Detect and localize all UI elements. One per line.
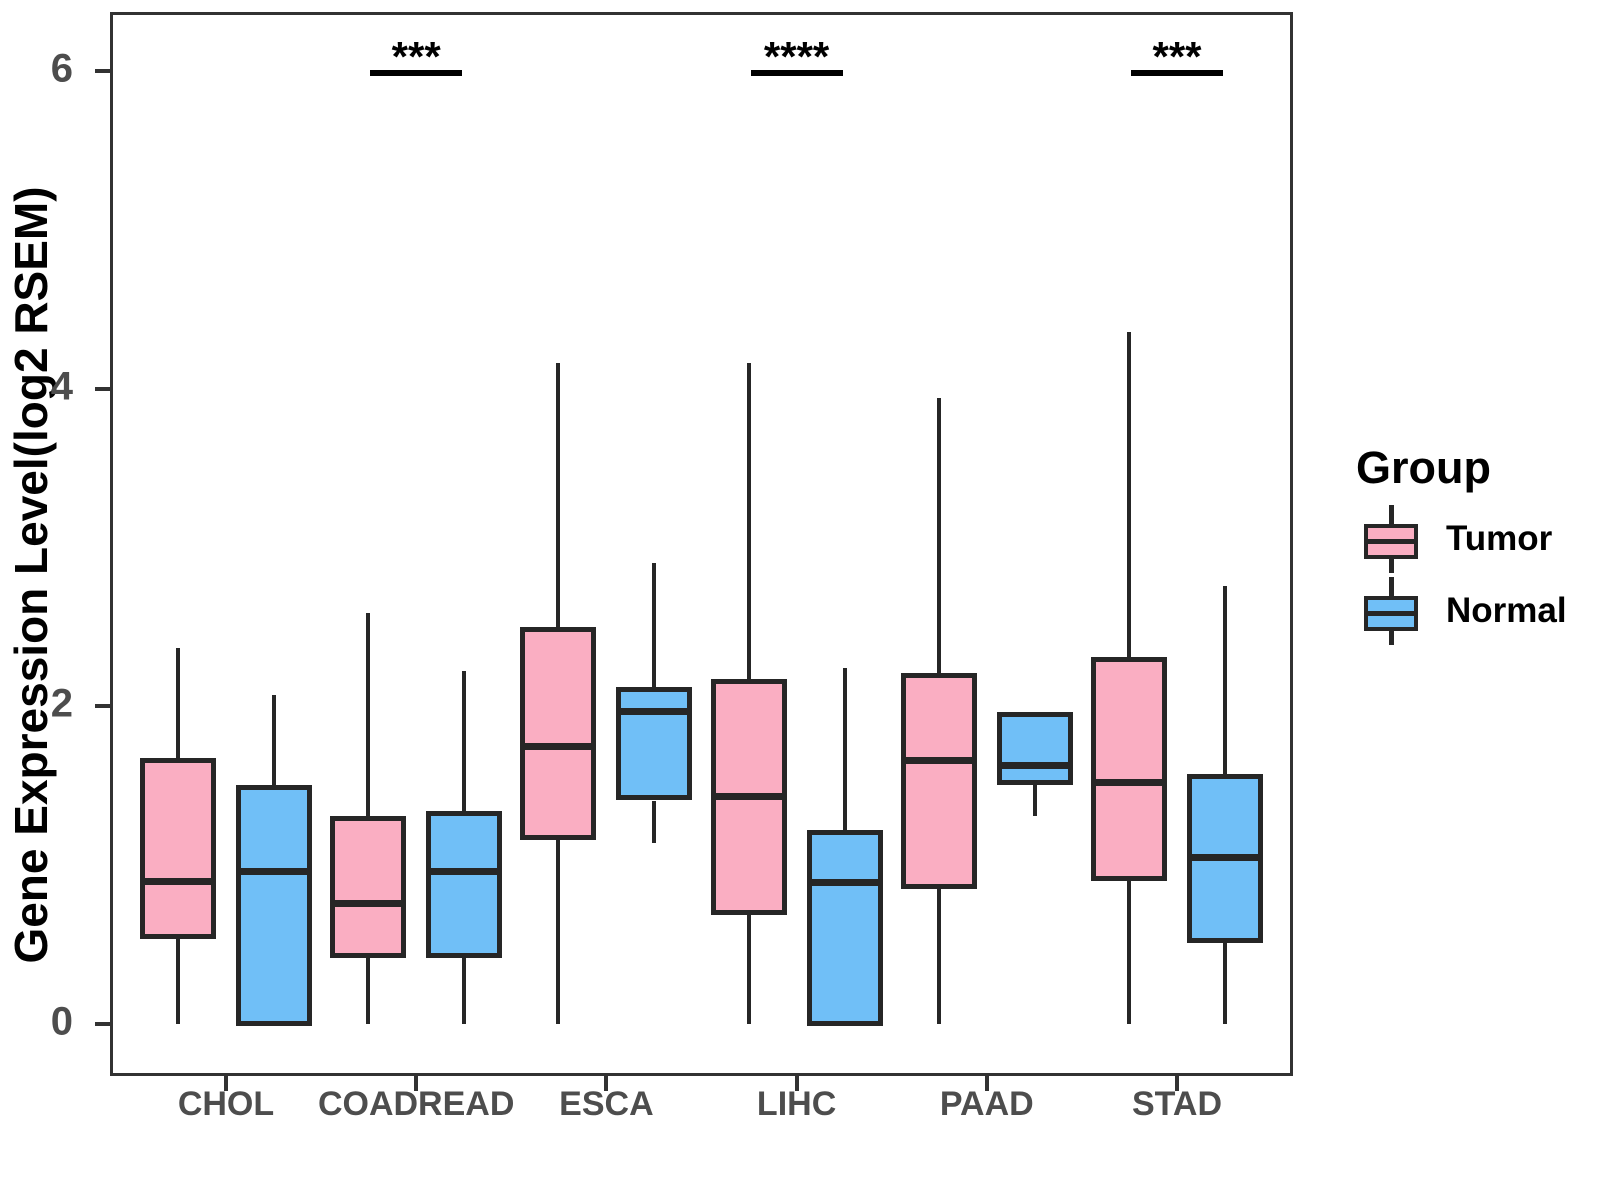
box-Tumor-CHOL: [140, 758, 216, 939]
x-axis-tick-STAD: [1175, 1076, 1179, 1091]
box-Normal-PAAD: [996, 712, 1073, 785]
whisker-lower-Tumor-CHOL: [176, 938, 180, 1024]
whisker-upper-Normal-STAD: [1223, 585, 1227, 775]
median-Tumor-STAD: [1091, 779, 1167, 787]
x-axis-label-ESCA: ESCA: [559, 1085, 654, 1123]
median-Tumor-COADREAD: [330, 899, 407, 907]
median-Normal-STAD: [1187, 853, 1263, 861]
median-Normal-ESCA: [616, 707, 693, 715]
whisker-upper-Tumor-CHOL: [176, 647, 180, 759]
swatch-box: [1364, 596, 1418, 631]
y-axis-tick-label-4: 4: [50, 364, 73, 409]
legend-label-tumor: Tumor: [1446, 519, 1553, 558]
whisker-upper-Tumor-ESCA: [556, 363, 561, 627]
swatch-box: [1364, 524, 1418, 559]
y-axis-tick-label-6: 6: [50, 46, 73, 91]
whisker-upper-Normal-COADREAD: [462, 671, 467, 811]
whisker-upper-Normal-LIHC: [842, 668, 847, 830]
significance-line-STAD: [1131, 70, 1223, 76]
x-axis-label-PAAD: PAAD: [939, 1085, 1034, 1123]
x-axis-tick-ESCA: [604, 1076, 609, 1091]
whisker-lower-Tumor-COADREAD: [366, 957, 371, 1024]
x-axis-label-STAD: STAD: [1131, 1085, 1223, 1123]
x-axis-tick-COADREAD: [414, 1076, 419, 1091]
whisker-lower-Normal-ESCA: [652, 800, 657, 843]
y-axis-tick-2: [95, 704, 110, 709]
box-Normal-LIHC: [806, 829, 883, 1026]
whisker-upper-Tumor-STAD: [1127, 331, 1131, 657]
legend: Group Tumor Normal: [1356, 442, 1567, 645]
significance-line-LIHC: [750, 70, 843, 76]
box-Tumor-ESCA: [520, 626, 597, 841]
whisker-upper-Normal-ESCA: [652, 563, 657, 687]
y-axis-tick-6: [95, 69, 110, 74]
box-Tumor-LIHC: [710, 678, 787, 915]
y-axis-tick-label-2: 2: [50, 682, 73, 727]
whisker-lower-Normal-COADREAD: [462, 957, 467, 1024]
x-axis-tick-CHOL: [224, 1076, 228, 1091]
tumor-boxplot-swatch: [1364, 505, 1418, 573]
box-Tumor-STAD: [1091, 656, 1167, 882]
whisker-lower-Tumor-STAD: [1127, 881, 1131, 1024]
swatch-median: [1364, 611, 1418, 616]
y-axis-title: Gene Expression Level(log2 RSEM): [5, 186, 57, 964]
significance-stars-STAD: ***: [1152, 33, 1202, 80]
box-Tumor-COADREAD: [330, 815, 407, 958]
box-Tumor-PAAD: [900, 672, 977, 890]
legend-title: Group: [1356, 442, 1491, 493]
box-Normal-ESCA: [616, 686, 693, 801]
x-axis-label-LIHC: LIHC: [756, 1085, 837, 1123]
legend-item-tumor: Tumor: [1364, 505, 1552, 573]
legend-label-normal: Normal: [1446, 591, 1567, 630]
plot-panel: 0 2 4 6 CHOL COADREAD ESCA LIHC PAAD STAD *** **** *…: [51, 12, 1293, 1123]
whisker-upper-Tumor-COADREAD: [366, 612, 371, 816]
whisker-lower-Tumor-LIHC: [746, 914, 751, 1024]
median-Tumor-ESCA: [520, 742, 597, 750]
y-axis-tick-0: [95, 1022, 110, 1026]
median-Normal-LIHC: [806, 879, 883, 887]
whisker-lower-Tumor-PAAD: [936, 889, 941, 1024]
x-axis-label-CHOL: CHOL: [177, 1085, 275, 1123]
normal-boxplot-swatch: [1364, 577, 1418, 645]
median-Normal-PAAD: [996, 761, 1073, 769]
swatch-median: [1364, 539, 1418, 544]
significance-stars-COADREAD: ***: [391, 33, 441, 80]
median-Tumor-CHOL: [140, 877, 216, 885]
y-axis-tick-label-0: 0: [50, 999, 73, 1044]
box-Normal-COADREAD: [426, 810, 503, 958]
whisker-upper-Normal-CHOL: [272, 695, 276, 786]
median-Tumor-PAAD: [900, 756, 977, 764]
whisker-upper-Tumor-PAAD: [936, 398, 941, 673]
whisker-lower-Normal-STAD: [1223, 943, 1227, 1024]
x-axis-tick-PAAD: [984, 1076, 989, 1091]
y-axis-tick-4: [95, 386, 110, 391]
median-Normal-COADREAD: [426, 868, 503, 876]
significance-line-COADREAD: [370, 70, 463, 76]
box-Normal-STAD: [1187, 774, 1263, 944]
median-Tumor-LIHC: [710, 793, 787, 801]
significance-stars-LIHC: ****: [763, 33, 830, 80]
whisker-lower-Tumor-ESCA: [556, 840, 561, 1024]
x-axis-label-COADREAD: COADREAD: [317, 1085, 515, 1123]
whisker-upper-Tumor-LIHC: [746, 363, 751, 679]
x-axis-tick-LIHC: [794, 1076, 799, 1091]
legend-item-normal: Normal: [1364, 577, 1567, 645]
whisker-lower-Normal-PAAD: [1032, 784, 1037, 816]
median-Normal-CHOL: [236, 868, 312, 876]
box-Normal-CHOL: [236, 785, 312, 1026]
